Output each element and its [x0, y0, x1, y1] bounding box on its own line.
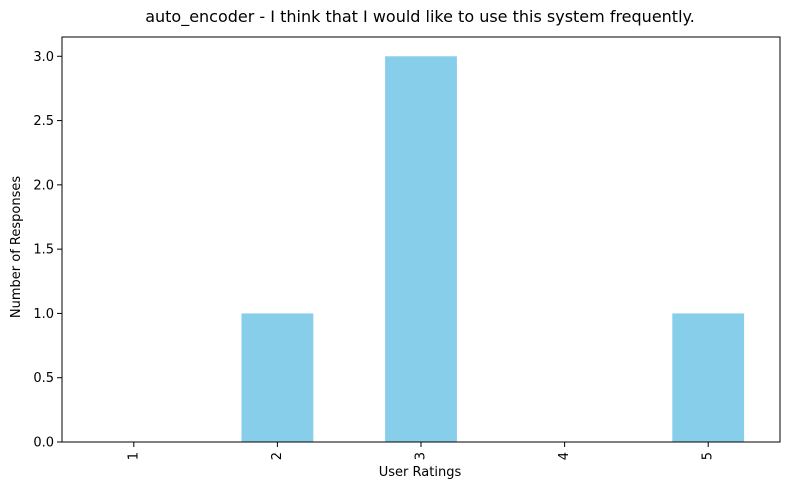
- x-tick-label: 5: [701, 452, 716, 460]
- x-tick-label: 2: [270, 452, 285, 460]
- x-tick-label: 1: [126, 452, 141, 460]
- bar-3: [385, 56, 457, 442]
- bar-2: [241, 313, 314, 442]
- y-tick-label: 2.5: [33, 114, 54, 129]
- y-axis-ticks: 0.0 0.5 1.0 1.5 2.0 2.5 3.0: [33, 50, 62, 451]
- y-tick-label: 0.5: [33, 371, 54, 386]
- bar-5: [672, 313, 745, 442]
- y-tick-label: 0.0: [33, 436, 54, 451]
- y-tick-label: 2.0: [33, 178, 54, 193]
- x-tick-label: 3: [414, 452, 429, 460]
- chart-title: auto_encoder - I think that I would like…: [145, 7, 695, 27]
- plot-area: 0.0 0.5 1.0 1.5 2.0 2.5 3.0 1 2 3 4 5: [33, 36, 781, 460]
- y-tick-label: 1.0: [33, 307, 54, 322]
- x-tick-label: 4: [557, 452, 572, 460]
- y-tick-label: 3.0: [33, 50, 54, 65]
- bar-series: [241, 56, 745, 442]
- x-axis-ticks: 1 2 3 4 5: [126, 442, 716, 460]
- y-tick-label: 1.5: [33, 243, 54, 258]
- y-axis-label: Number of Responses: [9, 176, 24, 318]
- x-axis-label: User Ratings: [379, 465, 462, 480]
